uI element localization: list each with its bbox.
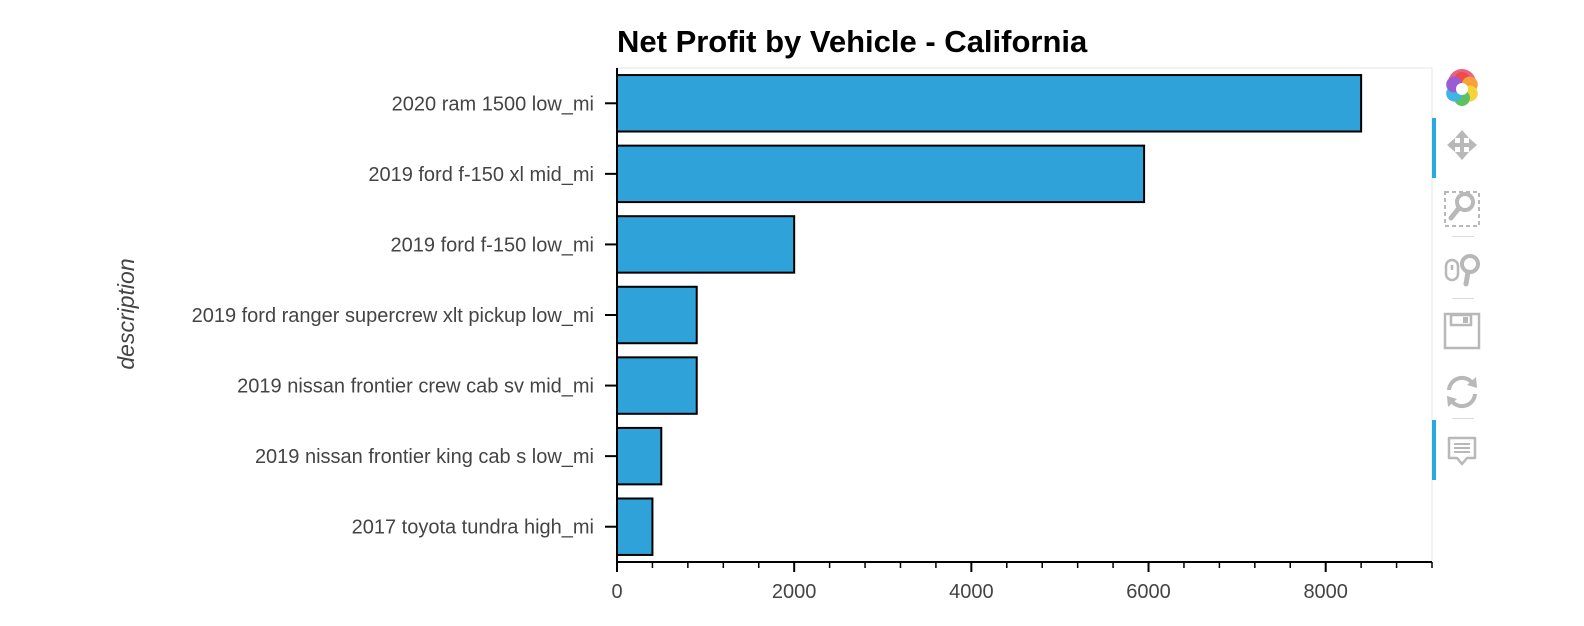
category-labels: 2020 ram 1500 low_mi 2019 ford f-150 xl m… [192,93,594,538]
x-axis: 0 2000 4000 6000 8000 [611,561,1433,603]
x-tick-label: 6000 [1126,581,1171,603]
bar [616,74,1363,133]
wheel-zoom-tool-icon[interactable] [1432,242,1492,294]
x-tick-label: 0 [611,581,622,603]
bar [616,144,1146,204]
category-label: 2019 ford f-150 low_mi [391,234,594,256]
category-label: 2019 nissan frontier king cab s low_mi [255,446,594,468]
bokeh-logo-icon[interactable] [1432,62,1492,114]
bar [616,497,654,556]
category-label: 2019 nissan frontier crew cab sv mid_mi [237,376,594,398]
reset-tool-icon[interactable] [1432,364,1492,416]
toolbar-separator [1452,418,1474,419]
hover-tool-icon[interactable] [1432,420,1492,480]
x-tick-label: 4000 [949,581,994,603]
y-axis-label: description [113,258,139,369]
category-label: 2017 toyota tundra high_mi [352,517,594,539]
bar [616,215,796,274]
bars-group [616,74,1363,556]
toolbar-separator [1452,236,1474,237]
plot-frame [616,67,1433,563]
box-zoom-tool-icon[interactable] [1432,180,1492,232]
bar [616,356,698,415]
bar [616,285,698,345]
x-tick-label: 2000 [772,581,817,603]
toolbar-separator [1452,298,1474,299]
y-axis [605,68,618,562]
pan-tool-icon[interactable] [1432,118,1492,178]
category-label: 2019 ford ranger supercrew xlt pickup lo… [192,305,594,327]
chart-title: Net Profit by Vehicle - California [617,24,1088,59]
save-tool-icon[interactable] [1432,304,1492,356]
category-label: 2020 ram 1500 low_mi [392,93,594,115]
category-label: 2019 ford f-150 xl mid_mi [368,164,594,186]
bar [616,426,663,486]
x-tick-label: 8000 [1303,581,1348,603]
